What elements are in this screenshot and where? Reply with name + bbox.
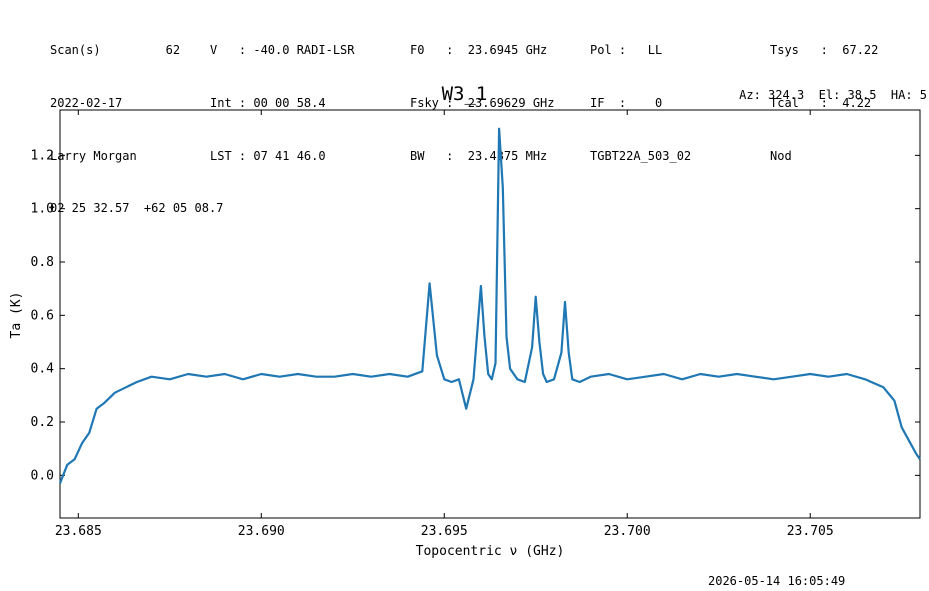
footer-timestamp: 2026-05-14 16:05:49 xyxy=(708,574,846,588)
header-az-el-ha: Az: 324.3 El: 38.5 HA: 5 xyxy=(739,88,927,102)
spectrum-line xyxy=(58,127,921,484)
header-col4: Pol : LL IF : 0 TGBT22A_503_02 xyxy=(590,15,691,177)
header-tcal: Tcal : 4.22 xyxy=(770,96,872,110)
header-coords: 02 25 32.57 +62 05 08.7 xyxy=(50,201,224,215)
header-mode: Nod xyxy=(770,149,792,163)
x-tick-label: 23.690 xyxy=(238,524,285,539)
y-tick-label: 0.8 xyxy=(31,255,54,270)
x-tick-label: 23.685 xyxy=(55,524,102,539)
header-fsky: Fsky : 23.69629 GHz xyxy=(410,96,555,110)
header-col3: F0 : 23.6945 GHz Fsky : 23.69629 GHz BW … xyxy=(410,15,555,177)
plot-frame xyxy=(59,109,921,519)
header-project: TGBT22A_503_02 xyxy=(590,149,692,163)
header-bw: BW : 23.4375 MHz xyxy=(410,149,548,163)
x-tick-label: 23.705 xyxy=(787,524,834,539)
y-tick-label: 1.0 xyxy=(31,202,54,217)
header-col2: V : -40.0 RADI-LSR Int : 00 00 58.4 LST … xyxy=(210,15,355,177)
header-f0: F0 : 23.6945 GHz xyxy=(410,43,548,57)
header-integration: Int : 00 00 58.4 xyxy=(210,96,326,110)
plot-area xyxy=(58,127,921,484)
header-velocity: V : -40.0 RADI-LSR xyxy=(210,43,355,57)
y-axis-label: Ta (K) xyxy=(9,292,24,339)
header-col5: Tsys : 67.22 Tcal : 4.22 Nod xyxy=(770,15,878,177)
y-tick-label: 1.2 xyxy=(31,148,54,163)
header-col1: Scan(s) 62 2022-02-17 Larry Morgan 02 25… xyxy=(50,15,223,229)
header-date: 2022-02-17 xyxy=(50,96,123,110)
header-tsys: Tsys : 67.22 xyxy=(770,43,879,57)
y-tick-label: 0.0 xyxy=(31,468,54,483)
y-tick-label: 0.6 xyxy=(31,308,54,323)
header-if: IF : 0 xyxy=(590,96,663,110)
ticks: 23.685 23.690 23.695 23.700 23.705 0.0 0.2 0.4 0… xyxy=(31,110,920,539)
header-observer: Larry Morgan xyxy=(50,149,137,163)
x-tick-label: 23.695 xyxy=(421,524,468,539)
chart-title: W3_1 xyxy=(441,83,488,105)
x-tick-label: 23.700 xyxy=(604,524,651,539)
y-tick-label: 0.2 xyxy=(31,415,54,430)
header-scan: Scan(s) 62 xyxy=(50,43,181,57)
y-tick-label: 0.4 xyxy=(31,362,55,377)
header-pol: Pol : LL xyxy=(590,43,663,57)
x-axis-label: Topocentric ν (GHz) xyxy=(416,544,565,559)
axes xyxy=(59,109,921,519)
header-lst: LST : 07 41 46.0 xyxy=(210,149,326,163)
